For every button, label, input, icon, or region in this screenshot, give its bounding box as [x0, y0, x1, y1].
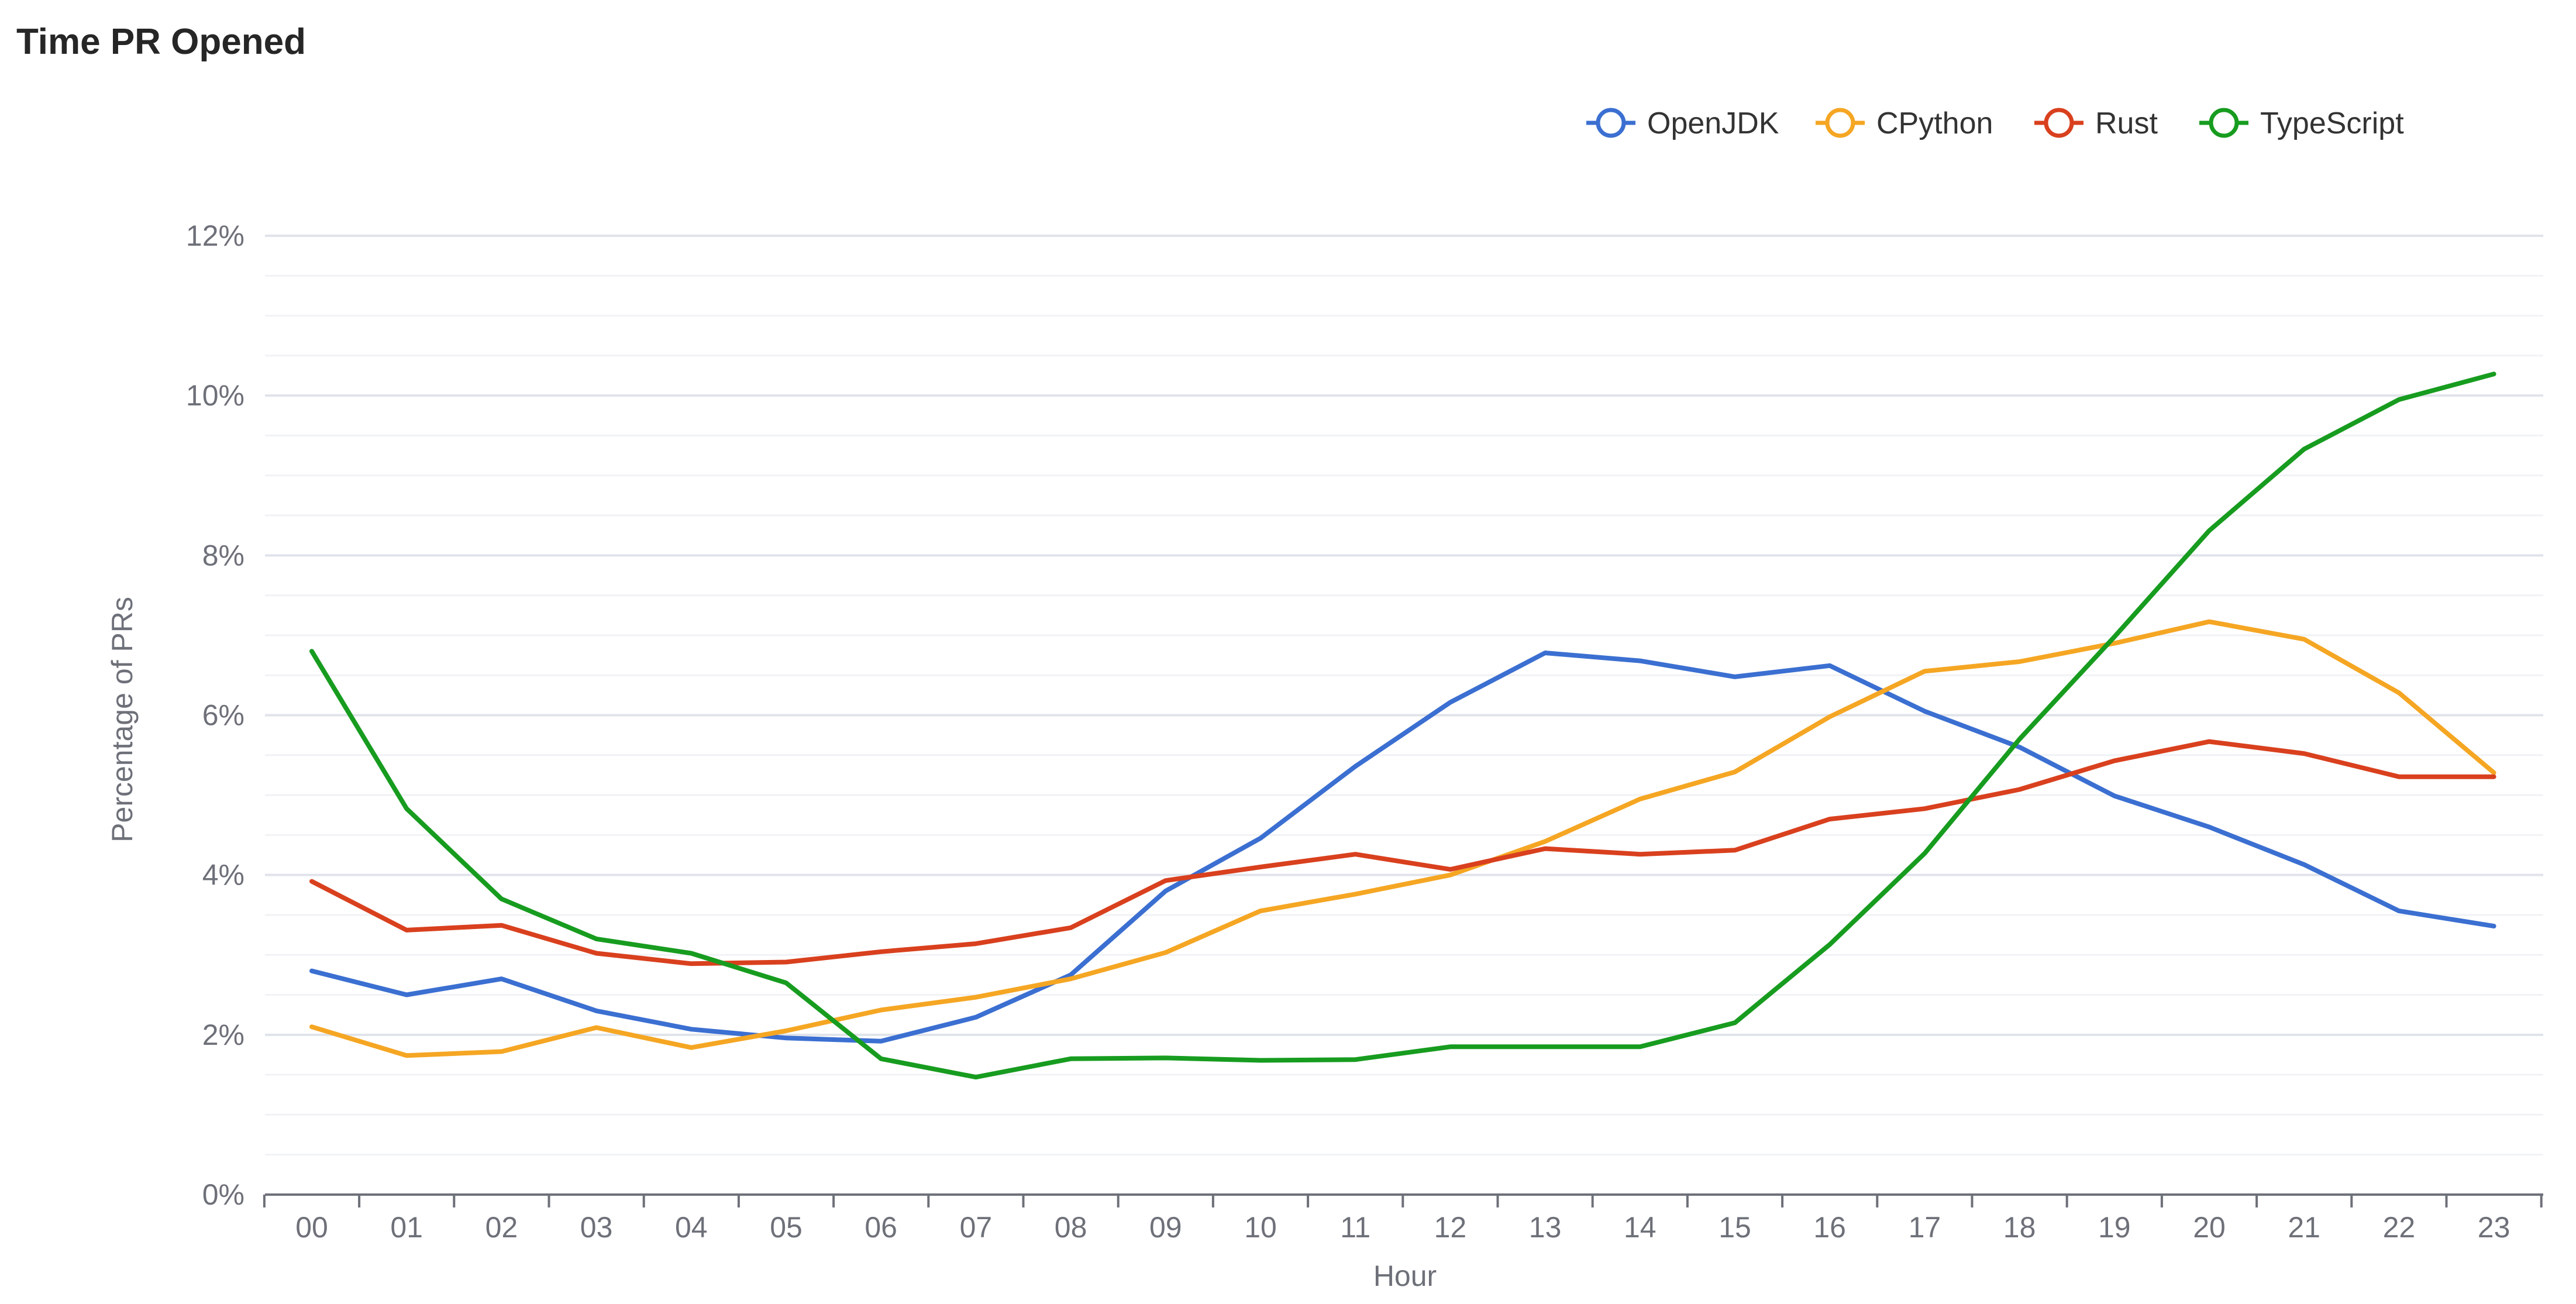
x-tick-label: 05	[770, 1211, 803, 1244]
x-tick-label: 14	[1624, 1211, 1657, 1244]
x-tick-label: 06	[865, 1211, 897, 1244]
gridlines	[265, 235, 2543, 1156]
x-tick-label: 10	[1244, 1211, 1277, 1244]
x-tick-label: 22	[2383, 1211, 2416, 1244]
y-tick-label: 8%	[202, 539, 244, 572]
series-line-rust	[309, 739, 2496, 966]
y-tick-label: 2%	[202, 1019, 244, 1051]
legend-circle-icon	[2044, 108, 2074, 138]
x-axis: 00 01 02 03 04 05 06 07 08 09 10 11 12 13 14 15 16 17 18 19…	[263, 1193, 2543, 1244]
legend-item-typescript[interactable]: TypeScript	[2199, 106, 2404, 140]
x-tick-label: 13	[1529, 1211, 1562, 1244]
x-tick-label: 01	[390, 1211, 423, 1244]
legend-circle-icon	[2209, 108, 2239, 138]
x-tick-label: 12	[1434, 1211, 1467, 1244]
x-tick-label: 23	[2478, 1211, 2510, 1244]
y-tick-label: 6%	[202, 699, 244, 732]
legend: OpenJDK CPython Rust TypeScript	[1586, 106, 2404, 140]
x-tick-label: 07	[960, 1211, 993, 1244]
x-axis-title: Hour	[1373, 1260, 1437, 1292]
x-tick-label: 19	[2098, 1211, 2131, 1244]
legend-circle-icon	[1825, 108, 1855, 138]
x-tick-label: 02	[485, 1211, 518, 1244]
x-tick-label: 15	[1719, 1211, 1751, 1244]
x-tick-label: 00	[295, 1211, 328, 1244]
chart-title: Time PR Opened	[16, 22, 306, 62]
y-tick-label: 10%	[186, 379, 244, 412]
series-lines	[309, 371, 2496, 1080]
y-tick-label: 0%	[202, 1178, 244, 1211]
legend-label: TypeScript	[2260, 106, 2404, 140]
y-tick-label: 4%	[202, 859, 244, 892]
x-tick-label: 18	[2003, 1211, 2036, 1244]
legend-item-rust[interactable]: Rust	[2034, 106, 2158, 140]
legend-circle-icon	[1596, 108, 1626, 138]
legend-item-openjdk[interactable]: OpenJDK	[1586, 106, 1779, 140]
x-tick-label: 03	[580, 1211, 613, 1244]
y-axis-title: Percentage of PRs	[106, 597, 139, 842]
series-line-openjdk	[309, 651, 2496, 1044]
series-line-typescript	[309, 371, 2496, 1080]
legend-label: Rust	[2095, 106, 2158, 140]
x-tick-label: 17	[1909, 1211, 1941, 1244]
x-tick-label: 11	[1340, 1211, 1370, 1244]
legend-label: CPython	[1876, 106, 1993, 140]
series-line-cpython	[309, 619, 2496, 1058]
x-tick-label: 21	[2288, 1211, 2320, 1244]
y-tick-label: 12%	[186, 219, 244, 252]
x-tick-label: 09	[1149, 1211, 1182, 1244]
x-tick-label: 20	[2193, 1211, 2226, 1244]
x-tick-label: 04	[675, 1211, 708, 1244]
x-tick-label: 16	[1813, 1211, 1846, 1244]
legend-label: OpenJDK	[1647, 106, 1779, 140]
y-axis: 0% 2% 4% 6% 8% 10% 12%	[186, 219, 244, 1211]
x-tick-label: 08	[1055, 1211, 1087, 1244]
legend-item-cpython[interactable]: CPython	[1816, 106, 1993, 140]
